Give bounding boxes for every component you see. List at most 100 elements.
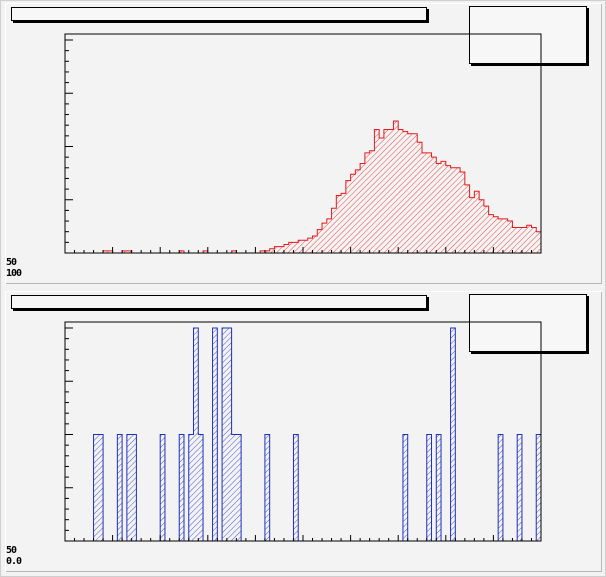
top-bin-45 (279, 246, 284, 253)
top-bin-78 (436, 163, 442, 253)
top-bin-73 (412, 133, 418, 253)
top-bin-61 (355, 169, 361, 253)
top-bin-76 (426, 152, 432, 253)
bottom-x-ticks (64, 535, 542, 541)
top-bin-24 (179, 250, 184, 253)
top-bin-56 (331, 208, 337, 253)
top-bin-89 (488, 214, 494, 253)
top-bin-50 (303, 240, 308, 253)
top-x-ticks (64, 247, 542, 253)
top-bin-92 (502, 218, 508, 253)
top-y-ticks (65, 39, 73, 254)
top-histogram (64, 33, 542, 254)
top-bars (103, 120, 541, 253)
top-bin-91 (498, 218, 503, 253)
top-bin-68 (388, 129, 394, 253)
top-bin-9 (107, 250, 113, 253)
bottom-bin-35 (231, 434, 237, 541)
bottom-bin-48 (293, 434, 299, 541)
bottom-outline (65, 327, 542, 542)
top-bin-75 (422, 152, 427, 253)
bottom-bin-76 (426, 434, 432, 541)
top-bin-54 (322, 223, 327, 253)
top-bin-94 (512, 227, 518, 253)
bottom-bin-6 (93, 434, 99, 541)
top-bin-48 (293, 242, 299, 253)
top-bin-52 (312, 235, 318, 253)
bottom-bin-20 (160, 434, 165, 541)
top-axis-label-a: 50 (6, 257, 17, 268)
bottom-bin-28 (198, 434, 204, 541)
top-bin-13 (126, 250, 132, 253)
top-bin-46 (283, 244, 289, 253)
top-bin-84 (464, 184, 470, 253)
bottom-y-ticks (65, 327, 73, 542)
bottom-bin-33 (222, 328, 227, 541)
top-bin-35 (231, 250, 237, 253)
bottom-axis-label-a: 50 (6, 545, 17, 556)
bottom-bin-71 (402, 434, 408, 541)
top-title-box (11, 7, 427, 21)
top-bin-47 (288, 242, 294, 253)
top-plot-frame (64, 33, 542, 254)
bottom-bin-27 (193, 328, 199, 541)
top-axis-label-b: 100 (6, 268, 22, 279)
top-bin-72 (407, 133, 413, 253)
top-bin-77 (431, 157, 437, 253)
bottom-bin-91 (498, 434, 503, 541)
bottom-bin-7 (98, 434, 104, 541)
top-bin-29 (203, 250, 208, 253)
top-bin-93 (507, 221, 513, 253)
bottom-bin-95 (517, 434, 522, 541)
bottom-bin-26 (188, 434, 194, 541)
bottom-axis-label-b: 0.0 (6, 556, 22, 567)
top-bin-51 (307, 238, 313, 253)
bottom-bin-99 (536, 434, 541, 541)
top-bin-59 (345, 180, 351, 253)
top-bin-98 (531, 227, 537, 253)
bottom-bin-42 (264, 434, 270, 541)
top-bin-12 (122, 250, 127, 253)
bottom-bin-31 (212, 328, 218, 541)
top-bin-69 (393, 120, 399, 253)
top-bin-55 (326, 218, 332, 253)
top-stats-box (469, 6, 587, 64)
top-bin-74 (417, 142, 422, 253)
bottom-stats-box (469, 294, 587, 352)
top-bin-8 (103, 250, 108, 253)
bottom-bin-36 (236, 434, 242, 541)
bottom-histogram (64, 321, 542, 542)
top-bin-64 (369, 150, 375, 253)
bottom-bars (93, 328, 541, 541)
bottom-bin-24 (179, 434, 184, 541)
top-bin-53 (317, 229, 323, 253)
top-bin-83 (460, 172, 465, 253)
top-histogram-pad[interactable]: 50 100 (5, 3, 602, 284)
top-bin-80 (445, 165, 451, 253)
bottom-plot-frame (64, 321, 542, 542)
top-bin-41 (260, 250, 265, 253)
top-bin-60 (350, 174, 356, 253)
top-bin-43 (269, 248, 275, 253)
top-bin-66 (379, 137, 384, 253)
bottom-histogram-pad[interactable]: 50 0.0 (5, 291, 602, 572)
bottom-bin-34 (226, 328, 232, 541)
bottom-title-box (11, 295, 427, 309)
top-bin-42 (264, 250, 270, 253)
bottom-bin-78 (436, 434, 442, 541)
top-bin-70 (398, 129, 403, 253)
top-bin-88 (483, 206, 489, 253)
top-bin-97 (526, 225, 532, 253)
top-bin-81 (450, 167, 456, 253)
top-bin-63 (364, 152, 370, 253)
bottom-bin-11 (117, 434, 123, 541)
bottom-bin-81 (450, 328, 456, 541)
top-bin-71 (402, 131, 408, 253)
top-bin-49 (298, 240, 303, 253)
top-bin-99 (536, 231, 541, 253)
top-bin-96 (521, 227, 527, 253)
top-bin-44 (274, 246, 280, 253)
top-bin-82 (455, 167, 461, 253)
top-bin-90 (493, 216, 499, 253)
